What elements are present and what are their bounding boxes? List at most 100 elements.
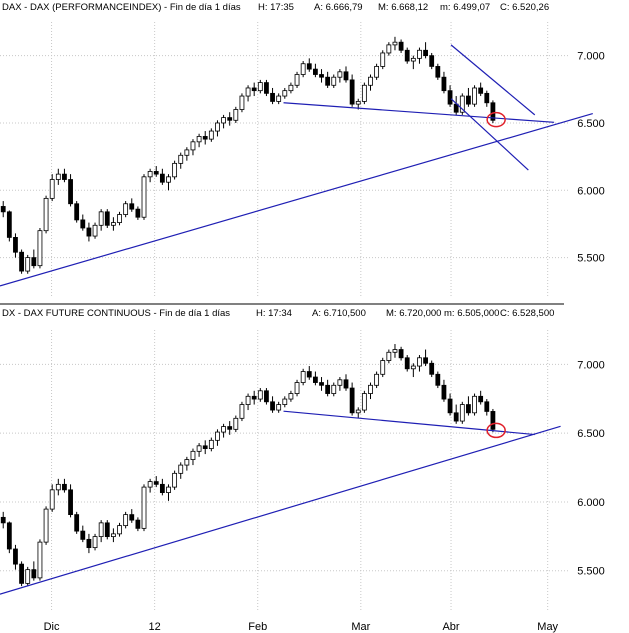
candle (117, 211, 122, 226)
header-field: H: 17:34 (256, 308, 292, 319)
candle (294, 71, 300, 88)
candle (178, 152, 184, 169)
candle (215, 120, 220, 137)
candle (423, 349, 428, 367)
candle (441, 379, 447, 402)
candle (92, 222, 98, 239)
candle (13, 233, 18, 258)
candle (55, 168, 61, 185)
header-field: A: 6.666,79 (314, 2, 363, 13)
candle (172, 160, 178, 180)
y-tick-label: 7.000 (577, 359, 605, 371)
candle (43, 506, 49, 545)
candle (19, 561, 24, 587)
candle (135, 517, 141, 532)
candle (19, 249, 24, 274)
candle (6, 210, 12, 242)
candle (13, 544, 18, 570)
candle (343, 374, 349, 391)
candle (111, 217, 116, 231)
x-tick-label: Feb (248, 621, 267, 633)
candle (190, 448, 196, 466)
x-tick-label: 12 (149, 621, 161, 633)
x-tick-label: May (537, 621, 558, 633)
candle (62, 168, 67, 183)
header-field: m: 6.499,07 (440, 2, 490, 13)
candle (380, 357, 386, 378)
candle (117, 522, 122, 537)
candle (251, 390, 257, 405)
candle (459, 93, 465, 115)
candle (288, 82, 294, 94)
candle (410, 363, 416, 378)
candle (227, 421, 233, 435)
candle (184, 147, 190, 161)
candle (343, 66, 349, 83)
candle (319, 69, 324, 83)
y-tick-label: 5.500 (577, 566, 605, 578)
candle (398, 346, 404, 361)
candle (43, 195, 49, 234)
candle (31, 561, 37, 581)
candle (429, 52, 435, 70)
candle (270, 87, 275, 105)
y-tick-label: 7.000 (577, 51, 605, 63)
candle (153, 166, 159, 177)
candle (294, 379, 300, 397)
chart-panel-dax-future: DX - DAX FUTURE CONTINUOUS - Fin de día … (0, 308, 605, 612)
candle (306, 366, 312, 380)
candle (325, 71, 331, 88)
candle (466, 87, 471, 107)
candle (86, 222, 92, 242)
candle (466, 396, 471, 416)
highlight-circle (486, 422, 506, 439)
candle (129, 509, 135, 523)
candle (312, 371, 318, 386)
highlight-circle (486, 111, 506, 128)
candle (288, 390, 294, 402)
candle (478, 82, 484, 97)
candle (178, 462, 184, 479)
candle (306, 58, 312, 72)
candle (447, 393, 453, 416)
chart-panel-dax: DAX - DAX (PERFORMANCEINDEX) - Fin de dí… (0, 2, 605, 298)
candle (80, 214, 86, 231)
candle (49, 174, 55, 202)
candle (68, 484, 73, 518)
candle (282, 396, 288, 408)
candle (104, 209, 110, 228)
candle (0, 511, 6, 529)
candle (472, 85, 477, 107)
y-tick-label: 6.500 (577, 428, 605, 440)
candle (484, 399, 490, 416)
candle (300, 61, 306, 78)
candle (74, 511, 80, 534)
candle (233, 106, 239, 123)
candle (55, 478, 61, 496)
trendline (450, 44, 536, 116)
candle (429, 360, 435, 378)
candle (123, 201, 129, 218)
candle (282, 87, 288, 99)
header-field: C: 6.528,500 (500, 308, 554, 319)
candle (478, 390, 484, 405)
candle (98, 520, 104, 543)
candle (159, 478, 165, 496)
candle (361, 390, 367, 413)
candle (184, 456, 190, 471)
candle (264, 388, 269, 405)
candle (349, 74, 355, 107)
candle (62, 478, 67, 493)
candle (0, 201, 6, 218)
candle (153, 476, 159, 488)
candle (208, 128, 214, 142)
candle (417, 355, 422, 372)
candle (490, 408, 496, 433)
candle (386, 349, 392, 364)
candle (190, 139, 196, 156)
candle (49, 484, 55, 512)
header-field: M: 6.720,000 (386, 308, 441, 319)
candle (410, 55, 416, 70)
candle (349, 382, 355, 416)
candle (196, 443, 202, 457)
